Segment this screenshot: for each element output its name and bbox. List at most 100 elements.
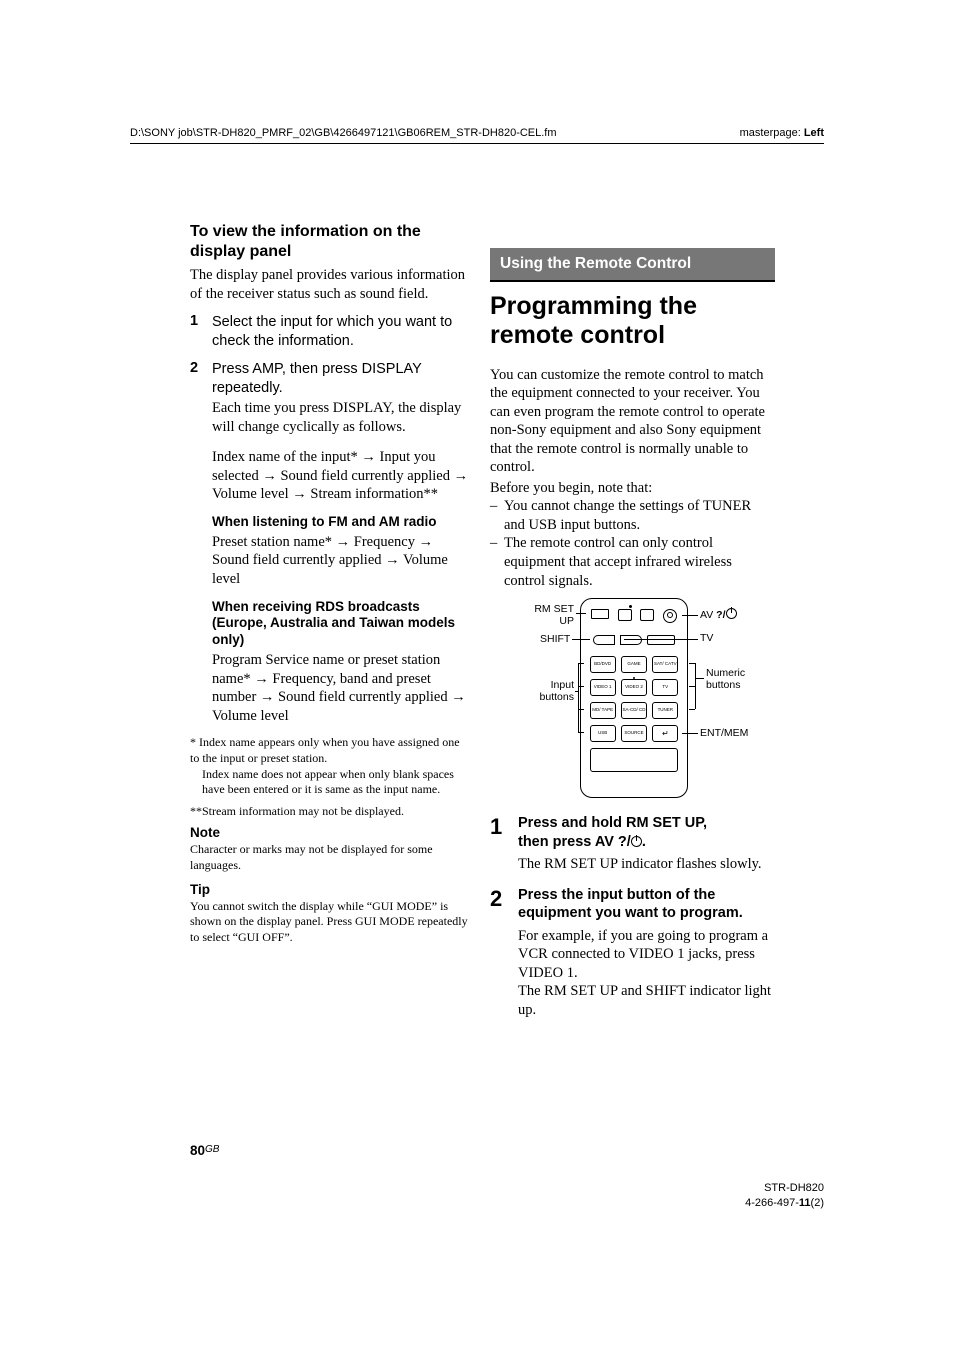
footnote-2: **Stream information may not be displaye… <box>190 804 470 820</box>
remote-top-row <box>581 609 687 623</box>
remote-led-dot <box>629 605 632 608</box>
big-step-number: 1 <box>490 814 518 851</box>
step-2: 2 Press AMP, then press DISPLAY repeated… <box>190 360 470 436</box>
remote-input-source: SOURCE <box>621 725 647 742</box>
remote-input-row-2: VIDEO 1 VIDEO 2 TV <box>581 679 687 696</box>
footnote-1: * Index name appears only when you have … <box>190 735 470 766</box>
remote-tv-power-btn <box>618 609 632 621</box>
footer-partno-bold: 11 <box>799 1197 811 1209</box>
masterpage-side: Left <box>804 127 824 139</box>
remote-pill-btn <box>647 635 675 645</box>
big-step-2: 2 Press the input button of the equipmen… <box>490 886 775 923</box>
main-title: Programming the remote control <box>490 292 775 350</box>
remote-input-video2: VIDEO 2 <box>621 679 647 696</box>
header-masterpage: masterpage: Left <box>740 127 824 139</box>
remote-input-ent-mem: ↵ <box>652 725 678 742</box>
remote-blank-btn <box>590 748 678 772</box>
note-text: Character or marks may not be displayed … <box>190 842 470 873</box>
step-text: Press AMP, then press DISPLAY repeatedly… <box>212 360 470 397</box>
note-heading: Note <box>190 825 470 840</box>
header-path: D:\SONY job\STR-DH820_PMRF_02\GB\4266497… <box>130 127 557 139</box>
callout-numeric: Numeric buttons <box>706 668 775 691</box>
intro-text: The display panel provides various infor… <box>190 266 470 303</box>
step-1: 1 Select the input for which you want to… <box>190 313 470 350</box>
remote-shift-btn <box>593 635 615 645</box>
step-head-part: . <box>642 834 646 850</box>
tip-text: You cannot switch the display while “GUI… <box>190 899 470 946</box>
step-number: 2 <box>190 360 212 436</box>
remote-input-video1: VIDEO 1 <box>590 679 616 696</box>
big-step-1-body: The RM SET UP indicator flashes slowly. <box>518 855 775 874</box>
callout-line <box>689 709 695 710</box>
footer-partno: 4-266-497- <box>745 1197 799 1209</box>
callout-line <box>578 663 579 732</box>
callout-line <box>575 691 578 692</box>
right-column: Using the Remote Control Programming the… <box>490 248 775 1032</box>
step-text: Select the input for which you want to c… <box>212 313 470 350</box>
callout-line <box>682 615 698 616</box>
page-number: 80GB <box>190 1143 219 1158</box>
tip-heading: Tip <box>190 882 470 897</box>
remote-av-power-btn <box>663 609 677 623</box>
remote-input-btn <box>640 609 654 621</box>
remote-input-row-3: MD/ TAPE SA-CD/ CD TUNER <box>581 702 687 719</box>
section-bar: Using the Remote Control <box>490 248 775 282</box>
remote-input-row-4: USB SOURCE ↵ <box>581 725 687 742</box>
callout-line <box>576 613 586 614</box>
callout-input-buttons: Input buttons <box>532 680 574 703</box>
remote-input-bd-dvd: BD/DVD <box>590 656 616 673</box>
bullet-text: The remote control can only control equi… <box>504 534 775 590</box>
remote-input-usb: USB <box>590 725 616 742</box>
power-icon <box>726 608 737 619</box>
callout-ent-mem: ENT/MEM <box>700 728 748 740</box>
power-icon <box>631 836 642 847</box>
fm-heading: When listening to FM and AM radio <box>212 514 470 531</box>
masterpage-label: masterpage: <box>740 127 801 139</box>
remote-input-md-tape: MD/ TAPE <box>590 702 616 719</box>
before-text: Before you begin, note that: <box>490 479 775 498</box>
callout-av-power: AV ?/ <box>700 608 737 622</box>
footer-model-info: STR-DH820 4-266-497-11(2) <box>745 1181 824 1210</box>
callout-tv: TV <box>700 633 713 645</box>
remote-input-game: GAME <box>621 656 647 673</box>
remote-outline: BD/DVD GAME SAT/ CATV VIDEO 1 VIDEO 2 TV… <box>580 598 688 798</box>
callout-shift: SHIFT <box>540 634 570 646</box>
bullet-list: –You cannot change the settings of TUNER… <box>490 497 775 590</box>
remote-blank-row <box>581 748 687 772</box>
step-number: 1 <box>190 313 212 350</box>
step-head-part: then press AV ?/ <box>518 834 631 850</box>
step-head-part: Press and hold RM SET UP, <box>518 815 707 831</box>
callout-rm-setup: RM SET UP <box>528 604 574 627</box>
bullet-2: –The remote control can only control equ… <box>490 534 775 590</box>
remote-input-tv: TV <box>652 679 678 696</box>
cycle-sequence: Index name of the input* → Input you sel… <box>212 448 470 504</box>
bullet-1: –You cannot change the settings of TUNER… <box>490 497 775 534</box>
remote-input-sacd-cd: SA-CD/ CD <box>621 702 647 719</box>
callout-line <box>572 639 590 640</box>
remote-tv-btn <box>620 635 642 645</box>
page-number-suffix: GB <box>205 1144 219 1155</box>
remote-btn-label: VIDEO 2 <box>625 685 643 690</box>
remote-input-tuner: TUNER <box>652 702 678 719</box>
bullet-text: You cannot change the settings of TUNER … <box>504 497 775 534</box>
big-step-heading: Press and hold RM SET UP, then press AV … <box>518 814 707 851</box>
big-step-heading: Press the input button of the equipment … <box>518 886 775 923</box>
remote-input-sat-catv: SAT/ CATV <box>652 656 678 673</box>
step-subtext: Each time you press DISPLAY, the display… <box>212 399 470 436</box>
remote-dot-icon <box>633 677 635 679</box>
rds-sequence: Program Service name or preset station n… <box>212 651 470 725</box>
callout-line <box>695 678 704 679</box>
callout-line <box>624 639 698 640</box>
footer-partno-tail: (2) <box>811 1197 824 1209</box>
remote-input-row-1: BD/DVD GAME SAT/ CATV <box>581 656 687 673</box>
callout-line <box>682 733 698 734</box>
big-step-1: 1 Press and hold RM SET UP, then press A… <box>490 814 775 851</box>
header-rule <box>130 143 824 144</box>
intro-right: You can customize the remote control to … <box>490 366 775 477</box>
footnote-1-cont: Index name does not appear when only bla… <box>202 767 470 798</box>
callout-line <box>578 732 584 733</box>
remote-rm-setup-btn <box>591 609 609 619</box>
rds-heading: When receiving RDS broadcasts (Europe, A… <box>212 599 470 650</box>
callout-text-bold: ?/ <box>716 609 725 621</box>
callout-line <box>695 663 696 709</box>
